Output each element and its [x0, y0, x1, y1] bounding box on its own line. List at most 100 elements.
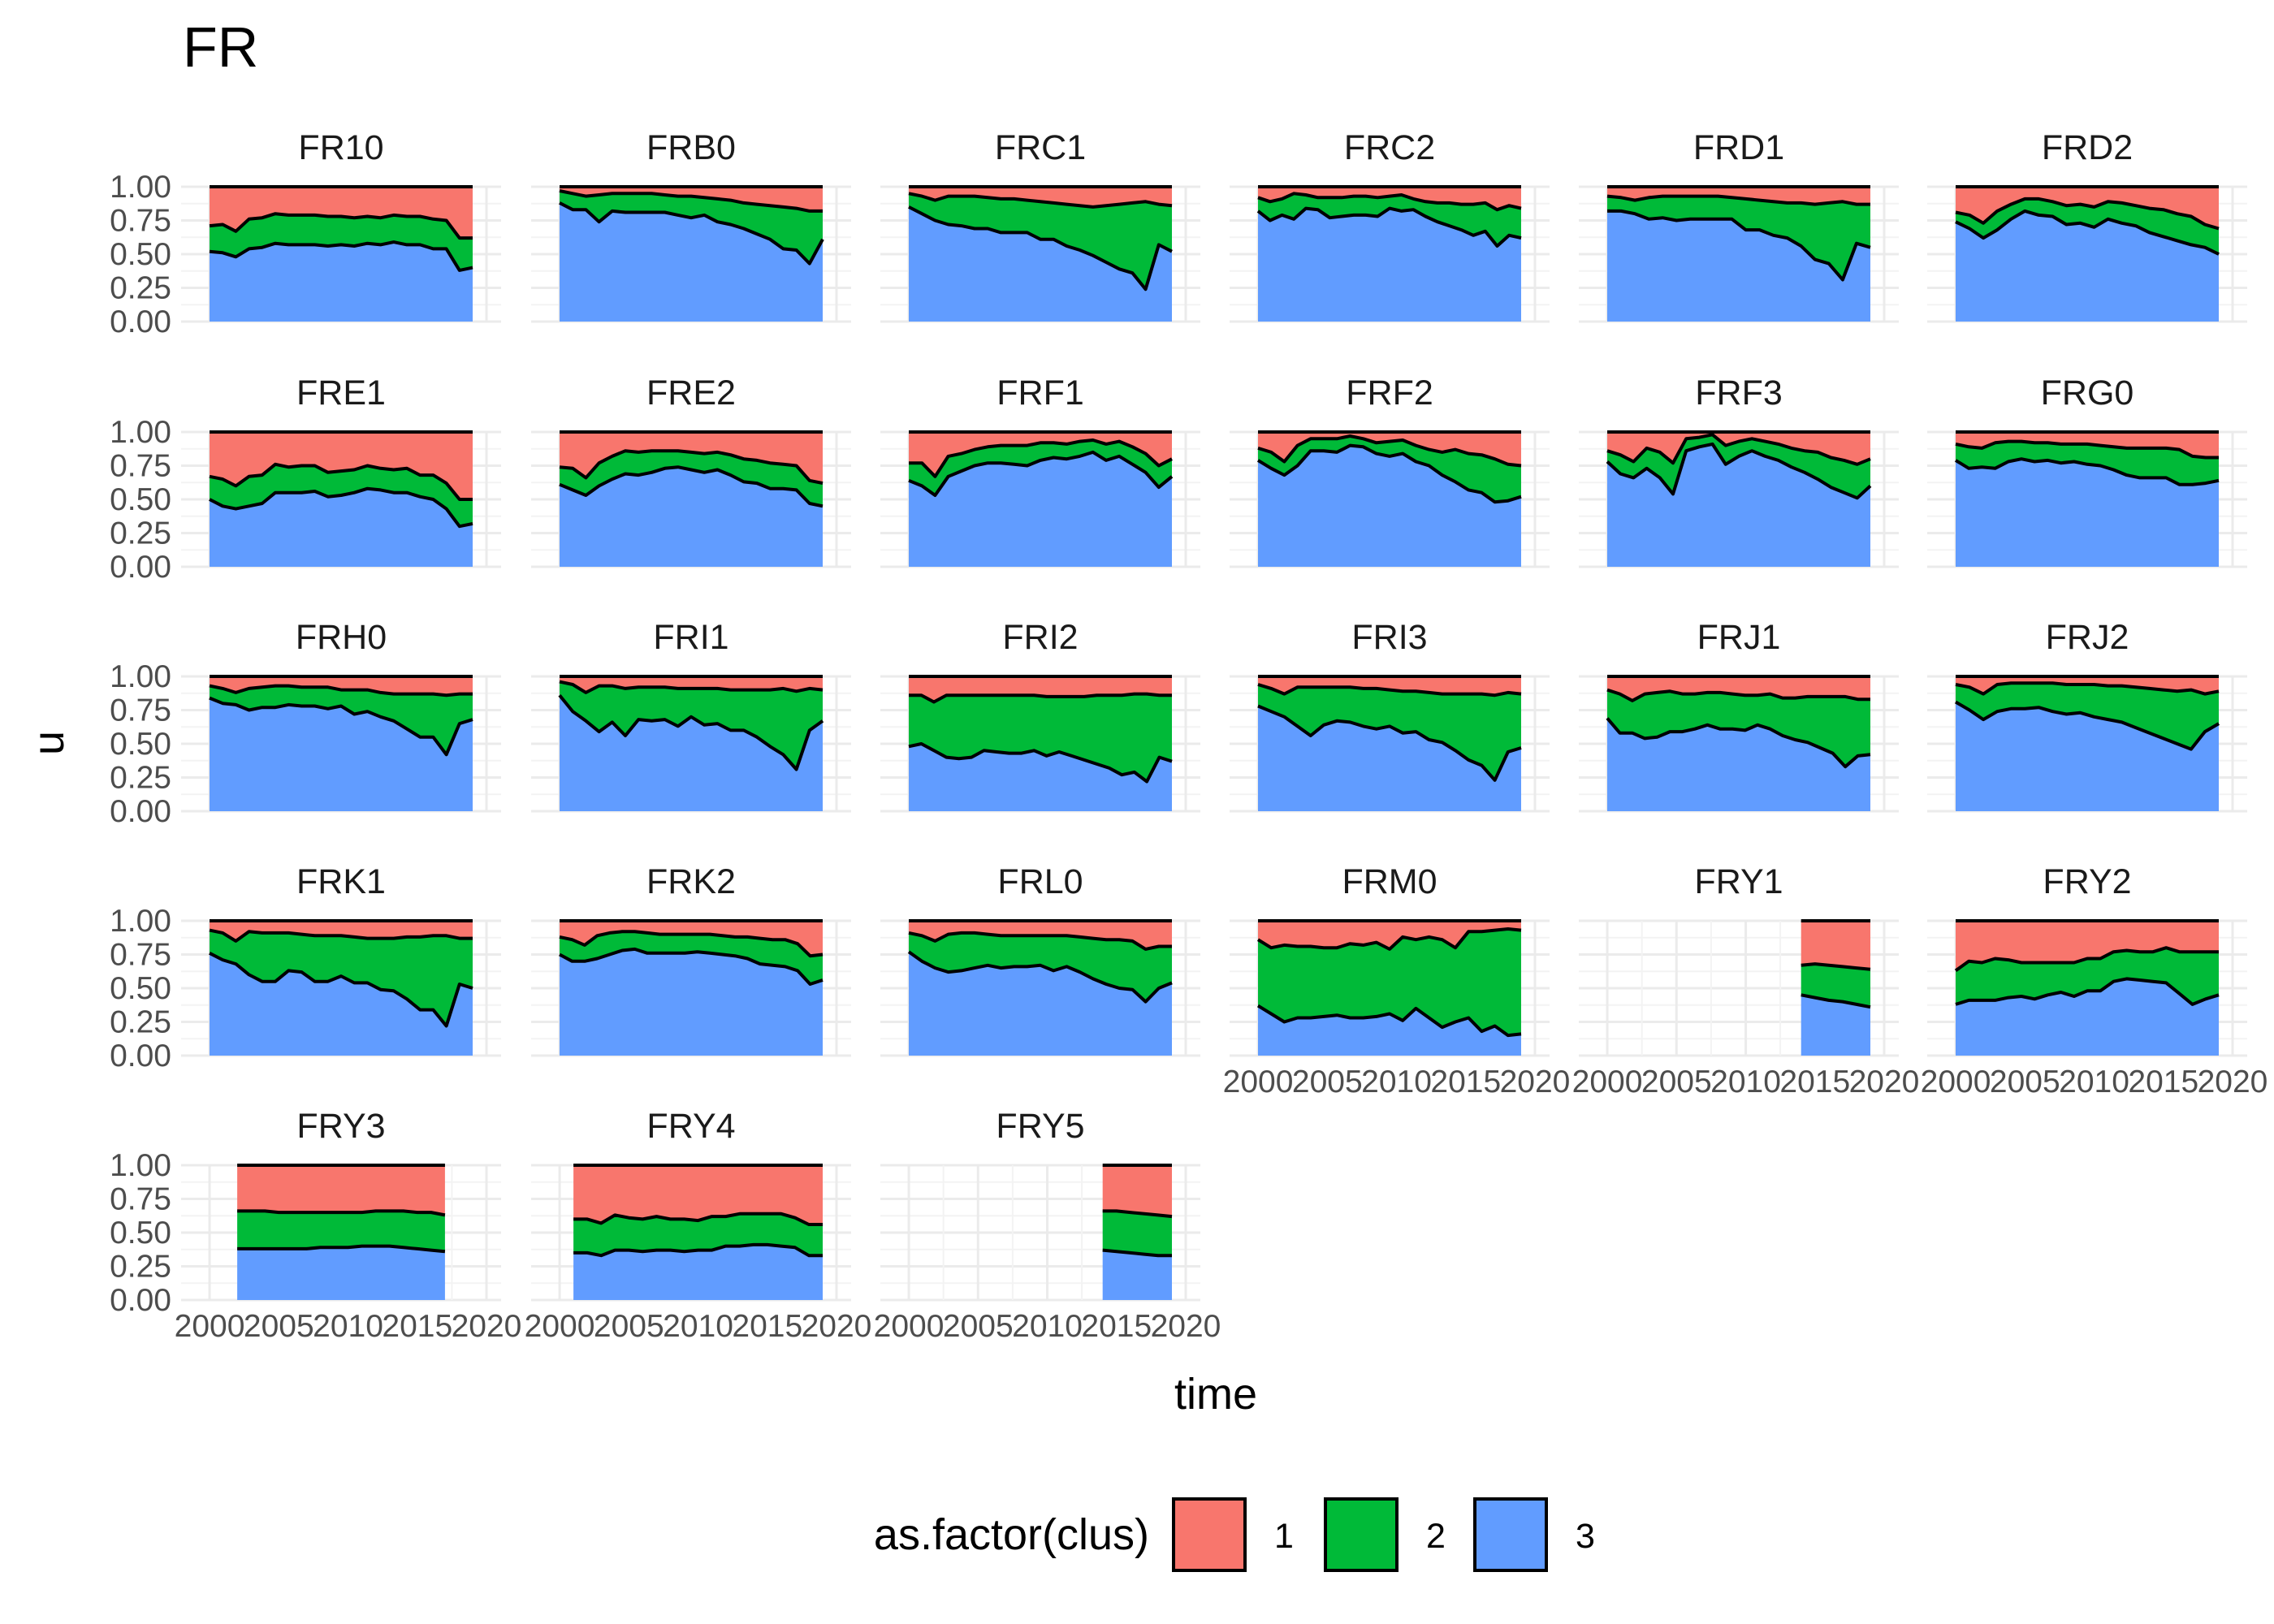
- line-cluster-1-2: [237, 1209, 446, 1217]
- strip-label: FRH0: [296, 618, 387, 657]
- strip-label: FRK2: [646, 862, 736, 901]
- x-tick-label: 2005: [1292, 1065, 1363, 1099]
- area-cluster-1: [1258, 432, 1521, 466]
- line-cluster-2-3: [237, 1244, 446, 1254]
- line-cluster-2-3: [1256, 443, 1522, 504]
- panel-fre2: FRE2: [531, 374, 851, 568]
- area-cluster-2: [909, 693, 1172, 782]
- x-tick-label: 2010: [1361, 1065, 1432, 1099]
- panel-frj1: FRJ1: [1579, 618, 1899, 813]
- area-cluster-2: [1258, 436, 1521, 503]
- strip-label: FRF3: [1695, 374, 1783, 412]
- panel-fri1: FRI1: [531, 618, 851, 813]
- y-tick-label: 0.25: [110, 761, 171, 796]
- line-cluster-2-3: [1257, 704, 1522, 782]
- area-cluster-2: [1102, 1211, 1172, 1256]
- area-cluster-1: [210, 432, 473, 499]
- legend-label: 3: [1576, 1517, 1595, 1556]
- line-cluster-1-2: [209, 212, 473, 240]
- area-cluster-3: [560, 695, 823, 811]
- strip-label: FRY3: [296, 1107, 385, 1146]
- panel-frk1: FRK1 0.000.250.500.751.00: [110, 862, 501, 1073]
- area-cluster-3: [1607, 718, 1870, 811]
- area-cluster-1: [1258, 187, 1521, 210]
- y-tick-label: 1.00: [110, 415, 171, 450]
- panel-fre1: FRE1 0.000.250.500.751.00: [110, 374, 501, 585]
- y-tick-label: 0.00: [110, 1283, 171, 1318]
- strip-label: FRK1: [296, 862, 386, 901]
- line-cluster-2-3: [559, 947, 824, 986]
- y-tick-label: 0.50: [110, 971, 171, 1006]
- line-cluster-2-3: [908, 205, 1173, 292]
- area-cluster-2: [210, 930, 473, 1026]
- panel-fri3: FRI3: [1230, 618, 1550, 813]
- strip-label: FRF1: [996, 374, 1084, 412]
- strip-label: FRG0: [2041, 374, 2134, 412]
- area-cluster-2: [573, 1213, 823, 1256]
- area-cluster-3: [1258, 445, 1521, 567]
- panel-frb0: FRB0: [531, 128, 851, 323]
- panel-frd2: FRD2: [1927, 128, 2247, 323]
- y-tick-label: 1.00: [110, 170, 171, 205]
- legend-swatch: [1473, 1497, 1548, 1572]
- area-cluster-1: [1607, 187, 1870, 205]
- strip-label: FRI3: [1351, 618, 1427, 657]
- x-tick-label: 2015: [732, 1309, 802, 1344]
- strip-label: FRI1: [653, 618, 728, 657]
- line-cluster-2-3: [209, 952, 473, 1028]
- line-cluster-2-3: [1955, 977, 2220, 1006]
- line-cluster-2-3: [1801, 993, 1871, 1009]
- area-cluster-2: [560, 191, 823, 264]
- strip-label: FRE2: [646, 374, 736, 412]
- area-cluster-3: [1607, 443, 1870, 567]
- panel-frk2: FRK2: [531, 862, 851, 1057]
- area-cluster-3: [1956, 978, 2219, 1056]
- x-tick-label: 2015: [1081, 1309, 1152, 1344]
- area-cluster-1: [210, 676, 473, 696]
- x-tick-label: 2005: [244, 1309, 314, 1344]
- strip-label: FRY5: [996, 1107, 1084, 1146]
- legend-label: 1: [1274, 1517, 1294, 1556]
- y-tick-label: 0.25: [110, 271, 171, 306]
- area-cluster-2: [237, 1211, 445, 1252]
- strip-label: FRY2: [2043, 862, 2131, 901]
- area-cluster-2: [1258, 685, 1521, 780]
- panel-frf2: FRF2: [1230, 374, 1550, 568]
- panel-frf1: FRF1: [880, 374, 1200, 568]
- legend-item-3: 3: [1473, 1497, 1595, 1572]
- area-cluster-3: [1258, 208, 1521, 322]
- line-cluster-1-2: [1102, 1209, 1173, 1219]
- line-cluster-2-3: [1606, 442, 1872, 500]
- area-cluster-3: [1607, 210, 1870, 322]
- line-cluster-1-2: [908, 192, 1173, 209]
- area-cluster-2: [560, 451, 823, 507]
- y-tick-label: 0.25: [110, 1005, 171, 1040]
- x-tick-label: 2000: [1921, 1065, 1991, 1099]
- area-cluster-1: [1607, 676, 1870, 701]
- y-tick-label: 0.75: [110, 938, 171, 973]
- line-cluster-1-2: [1256, 927, 1522, 951]
- area-cluster-3: [909, 206, 1172, 322]
- strip-label: FRJ1: [1697, 618, 1781, 657]
- panel-fry3: FRY3 0.000.250.500.751.00 2000200520102015…: [110, 1107, 521, 1344]
- line-cluster-1-2: [909, 438, 1173, 478]
- y-tick-label: 1.00: [110, 659, 171, 694]
- area-cluster-1: [560, 432, 823, 484]
- area-cluster-3: [560, 467, 823, 567]
- area-cluster-3: [560, 948, 823, 1056]
- line-cluster-1-2: [1606, 194, 1870, 206]
- strip-label: FRB0: [646, 128, 736, 167]
- y-tick-label: 1.00: [110, 1148, 171, 1183]
- strip-label: FRL0: [997, 862, 1083, 901]
- x-tick-label: 2010: [1012, 1309, 1083, 1344]
- legend-title: as.factor(clus): [874, 1510, 1149, 1559]
- line-cluster-2-3: [209, 486, 473, 529]
- panel-frd1: FRD1: [1579, 128, 1899, 323]
- line-cluster-1-2: [573, 1212, 823, 1226]
- y-tick-label: 0.50: [110, 237, 171, 272]
- line-cluster-1-2: [1955, 439, 2219, 460]
- y-tick-label: 0.25: [110, 516, 171, 551]
